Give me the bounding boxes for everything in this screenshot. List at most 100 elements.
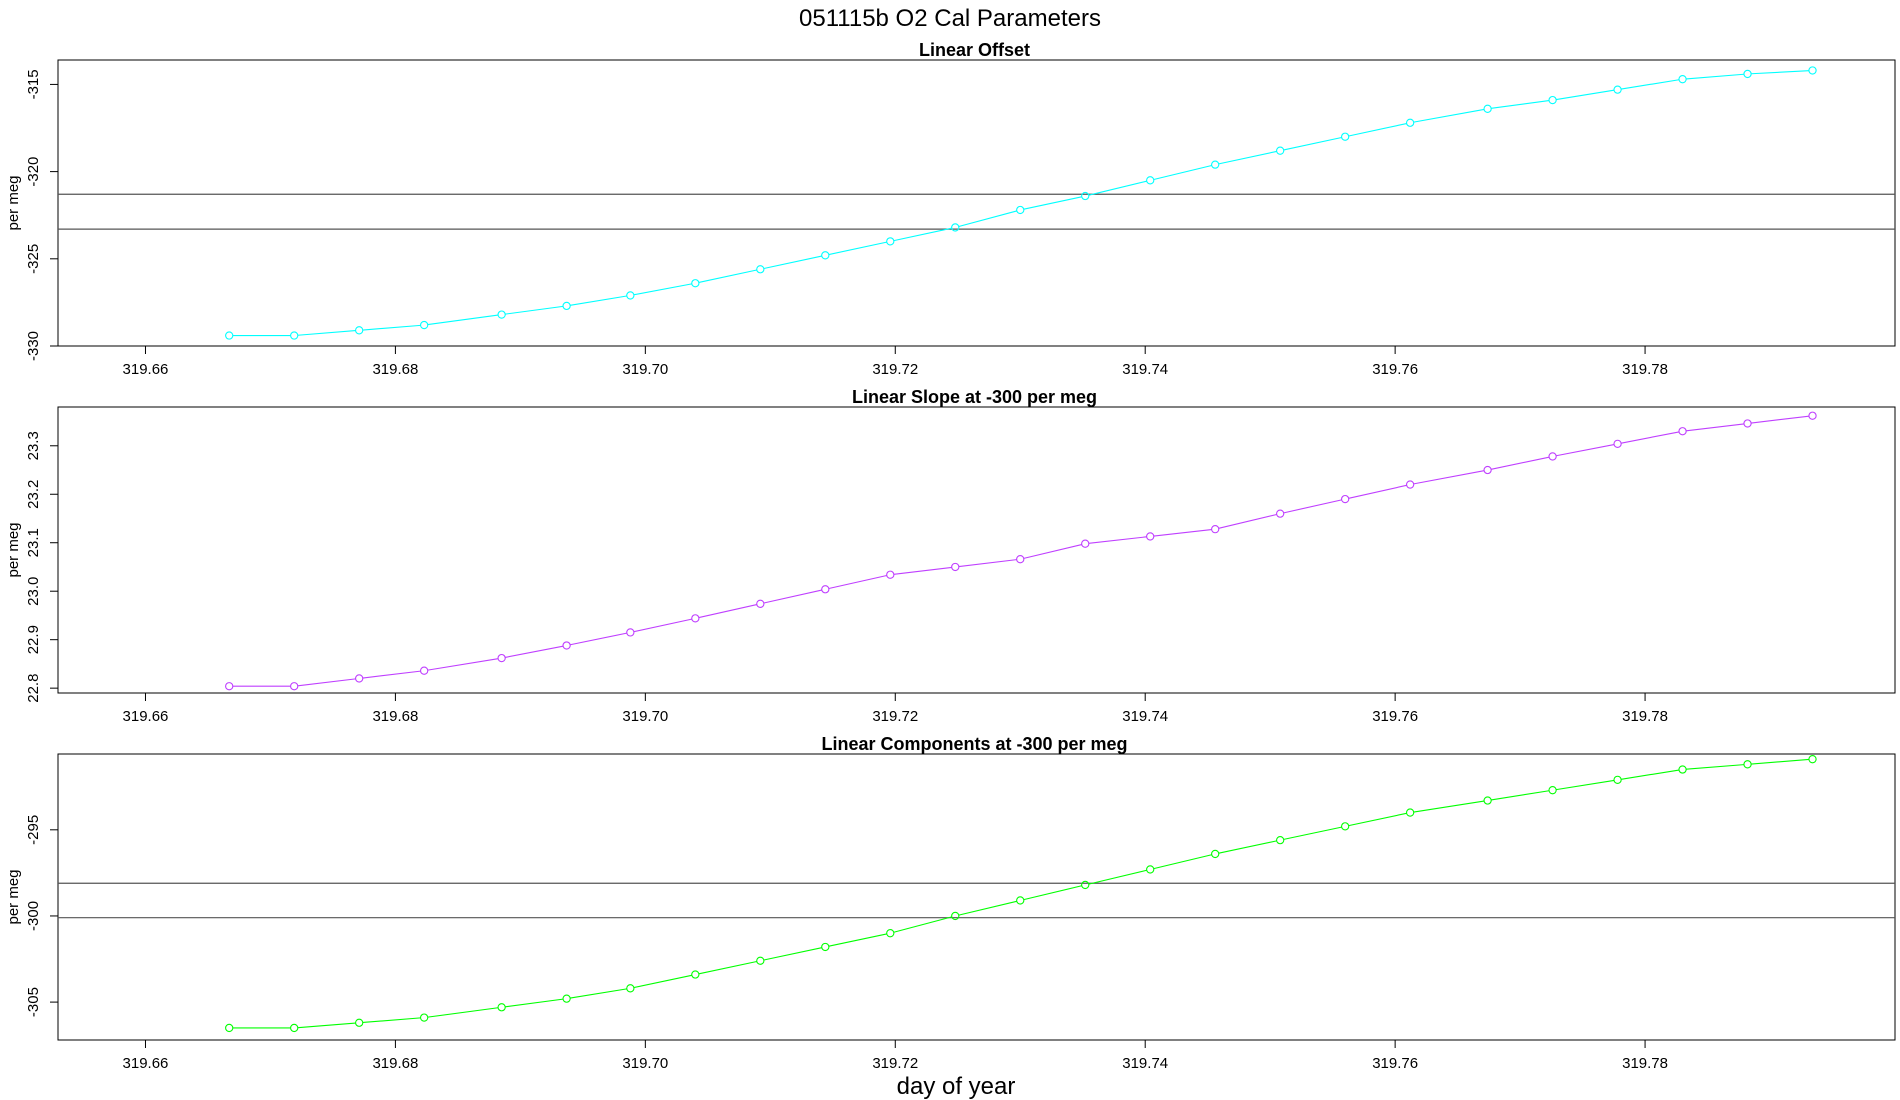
series-segment (1088, 536, 1147, 544)
data-point (951, 562, 960, 572)
panel-title: Linear Components at -300 per meg (821, 734, 1127, 754)
series-segment (1751, 70, 1809, 75)
series-segment (763, 947, 822, 961)
series-segment (362, 324, 421, 331)
y-tick-label: 23.1 (25, 528, 42, 557)
x-tick-label: 319.76 (1372, 1055, 1418, 1072)
series-segment (1348, 812, 1407, 827)
data-point (1483, 104, 1492, 113)
data-point (951, 223, 960, 232)
data-point (562, 994, 571, 1003)
series-segment (763, 589, 822, 604)
data-point (1613, 85, 1622, 94)
series-segment (1556, 443, 1615, 457)
series-segment (427, 314, 499, 326)
series-segment (362, 1017, 421, 1024)
panel-2: Linear Slope at -300 per meg per meg 319.6… (5, 387, 1896, 725)
plot-frame (57, 59, 1896, 347)
y-tick-label: 23.3 (25, 431, 42, 460)
data-point (691, 279, 700, 288)
series-segment (1686, 764, 1744, 770)
data-point (1808, 411, 1817, 420)
panel-3: Linear Components at -300 per meg per meg… (5, 734, 1896, 1072)
data-point (1678, 427, 1687, 436)
x-tick-label: 319.70 (622, 1055, 668, 1072)
series-segment (297, 1022, 356, 1029)
series-segment (1556, 89, 1615, 101)
data-point (225, 1023, 234, 1033)
data-point (355, 326, 364, 335)
series-segment (362, 670, 421, 679)
x-tick-label: 319.74 (1122, 1055, 1168, 1072)
data-point (1276, 835, 1285, 845)
series-segment (698, 604, 757, 619)
series-segment (297, 330, 356, 336)
series-segment (297, 678, 356, 687)
x-tick-label: 319.74 (1122, 708, 1168, 725)
series-segment (1153, 854, 1212, 870)
data-point (1340, 132, 1350, 141)
data-point (1016, 896, 1025, 905)
series-segment (828, 933, 887, 947)
data-point (1613, 439, 1622, 448)
data-point (1548, 786, 1557, 795)
data-point (1146, 865, 1155, 874)
series-segment (698, 960, 757, 975)
data-point (1405, 480, 1415, 489)
data-point (1211, 525, 1220, 534)
y-tick-label: -315 (25, 69, 42, 99)
x-axis-title: day of year (897, 1073, 1016, 1100)
data-point (1016, 205, 1025, 215)
plot-frame (57, 753, 1896, 1041)
series-segment (958, 210, 1017, 228)
series-segment (570, 295, 627, 306)
data-point (691, 970, 700, 979)
series-segment (1686, 423, 1745, 432)
x-tick-label: 319.78 (1622, 1055, 1668, 1072)
x-tick-label: 319.70 (622, 708, 668, 725)
series-segment (1283, 136, 1342, 151)
panel-title: Linear Offset (919, 40, 1030, 60)
series-segment (1023, 543, 1082, 559)
y-tick-label: 22.8 (25, 674, 42, 703)
data-point (1483, 465, 1492, 475)
y-tick-label: -325 (25, 244, 42, 274)
x-tick-label: 319.72 (872, 361, 918, 378)
data-point (1405, 118, 1415, 127)
series-segment (1556, 779, 1615, 791)
series-segment (427, 1007, 499, 1018)
y-tick-label: -305 (25, 987, 42, 1017)
series-segment (1621, 79, 1680, 90)
y-axis-label: per meg (5, 175, 22, 230)
series-segment (1751, 415, 1810, 424)
plot-frame (57, 406, 1896, 694)
data-point (1743, 760, 1752, 769)
series-segment (427, 658, 499, 671)
series-segment (893, 916, 952, 933)
data-point (1808, 755, 1817, 764)
series-segment (1348, 484, 1407, 499)
data-point (1016, 555, 1025, 564)
series-segment (1686, 73, 1744, 80)
x-tick-label: 319.78 (1622, 708, 1668, 725)
series-segment (698, 269, 757, 284)
data-point (1340, 494, 1350, 504)
x-tick-label: 319.72 (872, 1055, 918, 1072)
y-tick-label: 23.0 (25, 577, 42, 606)
series-segment (633, 618, 692, 633)
data-point (1146, 176, 1155, 185)
data-point (1483, 796, 1492, 805)
data-point (626, 628, 635, 637)
series-segment (1218, 840, 1277, 854)
data-point (1613, 775, 1622, 784)
data-point (886, 570, 895, 579)
data-point (1678, 765, 1687, 774)
panel-1: Linear Offset per meg 319.66 319.68 319.70 31… (5, 40, 1896, 378)
y-tick-label: -330 (25, 331, 42, 361)
series-segment (958, 559, 1017, 568)
x-tick-label: 319.66 (123, 1055, 169, 1072)
series-segment (1023, 885, 1082, 901)
data-point (1081, 191, 1090, 201)
x-tick-label: 319.76 (1372, 361, 1418, 378)
data-point (355, 1018, 364, 1027)
